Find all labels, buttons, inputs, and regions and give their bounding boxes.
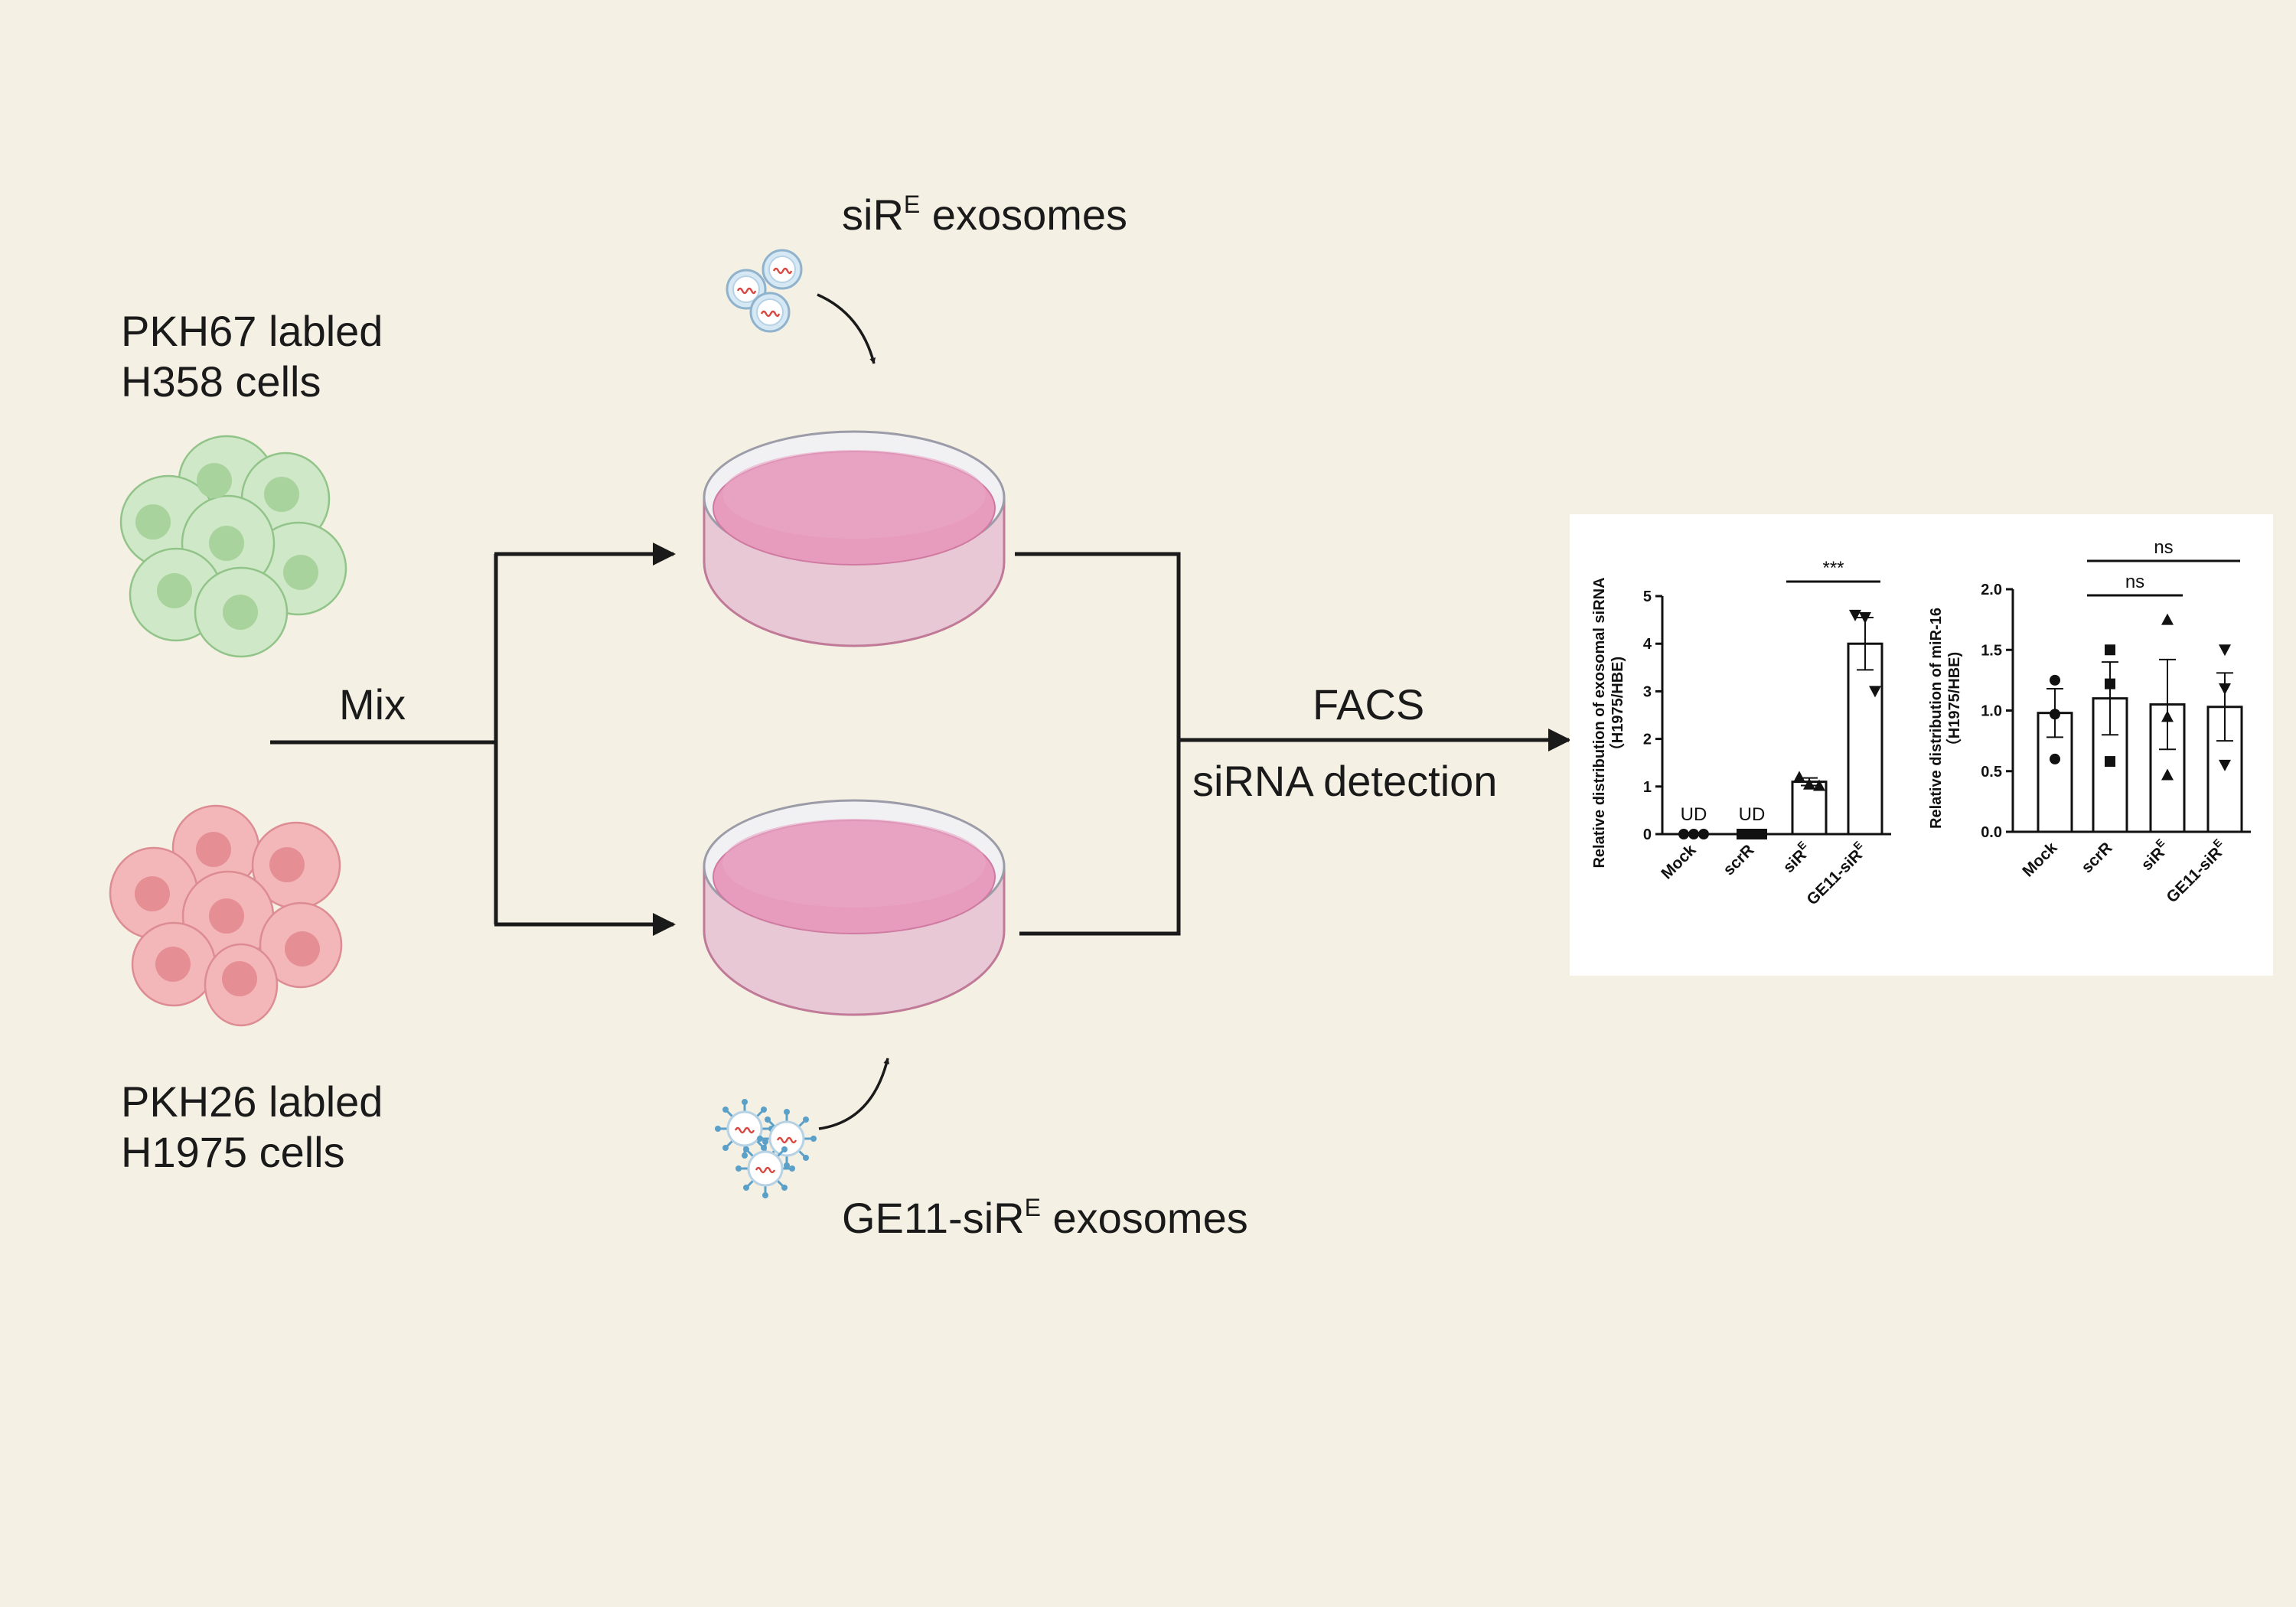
significance-label: *** — [1822, 558, 1844, 579]
data-point — [1859, 611, 1871, 624]
data-point — [2161, 710, 2174, 722]
y-tick-label: 5 — [1643, 588, 1652, 605]
y-tick-label: 1.0 — [1981, 703, 2002, 720]
data-point — [1849, 609, 1861, 621]
undetected-label: UD — [1739, 804, 1766, 825]
data-point — [2105, 756, 2115, 768]
y-tick-label: 2 — [1643, 732, 1652, 748]
data-point — [1746, 829, 1757, 839]
data-point — [2161, 768, 2174, 781]
mix-connector — [270, 543, 676, 936]
significance-label: ns — [2125, 572, 2144, 592]
data-point — [2105, 678, 2115, 689]
sire-exosome-icon — [726, 249, 803, 333]
y-axis-label-unit: （H1975/HBE) — [1945, 652, 1963, 754]
h1975-label-line1: PKH26 labled — [121, 1077, 383, 1126]
y-axis-label: Relative distribution of exosomal siRNA — [1591, 577, 1608, 868]
y-tick-label: 1 — [1643, 779, 1652, 796]
h1975-label-line2: H1975 cells — [121, 1128, 345, 1176]
y-tick-label: 0.5 — [1981, 764, 2002, 781]
data-point — [2161, 613, 2174, 625]
data-point — [1737, 829, 1747, 839]
facs-connector — [1015, 552, 1571, 936]
data-point — [1869, 686, 1881, 698]
ge11-exosome-icon — [713, 1097, 818, 1200]
significance-label: ns — [2154, 537, 2173, 558]
h358-label-line1: PKH67 labled — [121, 307, 383, 355]
data-point — [1688, 829, 1699, 839]
data-point — [2105, 644, 2115, 656]
y-axis-label: Relative distribution of miR-16 — [1928, 608, 1945, 829]
data-point — [1813, 779, 1825, 791]
data-point — [1678, 829, 1689, 839]
y-tick-label: 0.0 — [1981, 824, 2002, 841]
data-point — [2050, 753, 2060, 764]
data-point — [1793, 771, 1805, 783]
sirna-detection-label: siRNA detection — [1192, 757, 1497, 805]
arrow-ge11-to-dish — [818, 1058, 890, 1130]
undetected-label: UD — [1681, 804, 1707, 825]
bar — [1847, 642, 1883, 836]
arrow-sire-to-dish — [817, 293, 876, 364]
y-axis-label-unit: （H1975/HBE) — [1609, 657, 1626, 758]
y-tick-label: 2.0 — [1981, 582, 2002, 598]
top-petri-dish — [703, 430, 1006, 647]
data-point — [1803, 777, 1815, 790]
y-tick-label: 0 — [1643, 826, 1652, 843]
data-point — [2219, 683, 2231, 695]
y-tick-label: 4 — [1643, 636, 1652, 653]
y-tick-label: 3 — [1643, 683, 1652, 700]
mix-label: Mix — [339, 680, 406, 729]
y-tick-label: 1.5 — [1981, 642, 2002, 659]
facs-label: FACS — [1313, 680, 1424, 729]
data-point — [2050, 674, 2060, 686]
h358-label-line2: H358 cells — [121, 357, 321, 406]
bottom-petri-dish — [703, 799, 1006, 1016]
data-point — [2219, 759, 2231, 771]
data-point — [1698, 829, 1709, 839]
data-point — [2050, 709, 2060, 720]
sire-exosomes-label: siRE exosomes — [842, 191, 1127, 239]
data-point — [2219, 644, 2231, 657]
ge11-exosomes-label: GE11-siRE exosomes — [842, 1194, 1248, 1242]
h1975-cell-cluster — [109, 804, 343, 1027]
data-point — [1756, 829, 1767, 839]
h358-cell-cluster — [119, 435, 347, 658]
